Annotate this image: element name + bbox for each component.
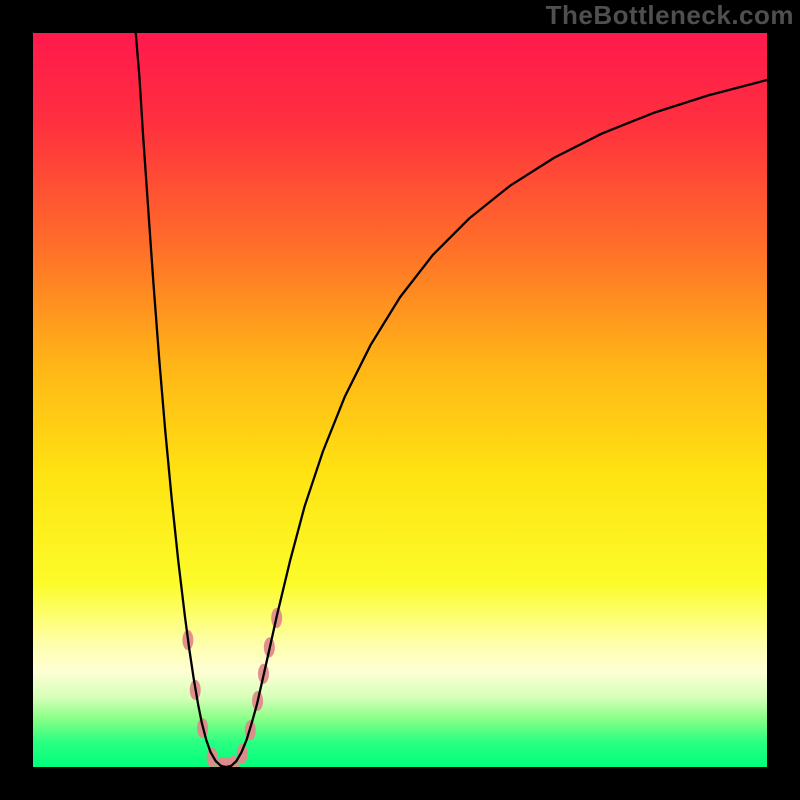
- curve-marker: [207, 747, 218, 767]
- chart-container: TheBottleneck.com: [0, 0, 800, 800]
- bottleneck-chart-svg: [0, 0, 800, 800]
- curve-marker: [237, 744, 248, 764]
